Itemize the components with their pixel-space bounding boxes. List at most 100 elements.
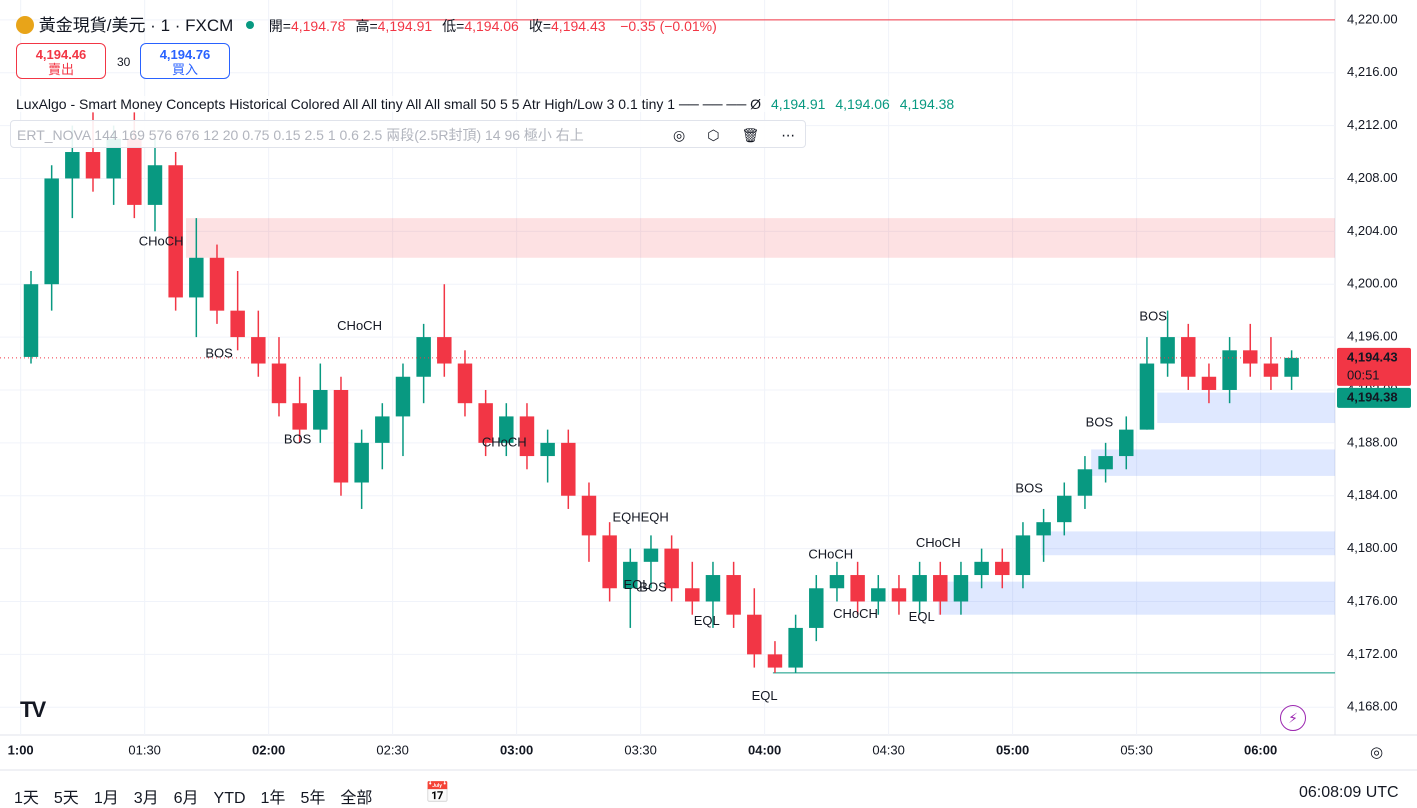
indicator-price-tag <box>1337 387 1411 408</box>
zone <box>938 581 1335 615</box>
smc-label: EQL <box>694 613 720 628</box>
candle-body <box>292 403 307 430</box>
indicator-text: ERT_NOVA 144 169 576 676 12 20 0.75 0.15… <box>17 127 584 143</box>
zone <box>1157 392 1335 424</box>
range-button[interactable]: 1月 <box>93 790 119 807</box>
candle-body <box>788 627 803 668</box>
indicator-actions[interactable]: ◎⬡🗑⋯ <box>673 127 818 143</box>
candle-body <box>395 376 411 417</box>
candle-body <box>974 561 989 576</box>
candle-body <box>871 588 886 602</box>
candle-body <box>416 337 431 377</box>
range-button[interactable]: 1年 <box>260 790 286 807</box>
indicator-legend-hidden[interactable]: ERT_NOVA 144 169 576 676 12 20 0.75 0.15… <box>10 120 806 148</box>
candle-body <box>478 403 493 443</box>
buy-price: 4,194.76 <box>159 47 211 62</box>
alert-icon[interactable]: ⚡ <box>1280 705 1306 731</box>
candle-body <box>850 575 865 602</box>
buy-label: 買入 <box>171 62 198 77</box>
candle-body <box>912 575 927 602</box>
candle-body <box>519 416 535 457</box>
x-tick-label: 01:30 <box>128 742 161 757</box>
x-tick-label: 1:00 <box>8 742 34 757</box>
ohlc-value: 4,194.91 <box>377 18 433 34</box>
candle-body <box>953 575 969 602</box>
x-tick-label: 03:30 <box>624 742 657 757</box>
y-tick-label: 4,200.00 <box>1347 276 1398 291</box>
sell-label: 賣出 <box>47 62 74 77</box>
smc-label: CHoCH <box>337 318 382 333</box>
ohlc-value: 4,194.43 <box>551 18 606 34</box>
range-button[interactable]: 1天 <box>14 790 39 807</box>
zone <box>1041 531 1335 556</box>
smc-label: CHoCH <box>808 547 853 562</box>
x-tick-label: 04:00 <box>748 742 781 757</box>
candle-body <box>995 561 1010 576</box>
range-bar: 1天 5天 1月 3月 6月 YTD 1年 5年 全部 <box>14 784 372 808</box>
y-tick-label: 4,212.00 <box>1347 117 1398 132</box>
candle-body <box>561 442 576 496</box>
ohlc-label: 高= <box>355 18 378 34</box>
candle-body <box>1098 456 1113 470</box>
range-button[interactable]: 全部 <box>340 790 373 807</box>
candle-body <box>1201 376 1217 390</box>
indicator-value: 4,194.06 <box>835 96 890 112</box>
indicator-value: 4,194.91 <box>770 96 826 112</box>
ohlc-value: 4,194.78 <box>290 18 346 34</box>
candle-body <box>581 495 597 536</box>
clock: 06:08:09 UTC <box>1299 784 1399 801</box>
indicator-legend: LuxAlgo - Smart Money Concepts Historica… <box>16 96 955 112</box>
symbol-icon <box>16 16 34 34</box>
candle-body <box>643 548 659 562</box>
candle-body <box>891 588 907 602</box>
candle-body <box>313 389 328 430</box>
candle-body <box>437 337 452 364</box>
candle-body <box>1036 522 1051 536</box>
smc-label: BOS <box>1086 414 1114 429</box>
x-tick-label: 02:00 <box>252 742 285 757</box>
candle-body <box>106 138 121 179</box>
candle-body <box>602 535 617 589</box>
candle-body <box>1139 363 1155 430</box>
candle-body <box>726 575 741 615</box>
range-button[interactable]: YTD <box>213 790 246 807</box>
candle-body <box>44 178 59 285</box>
candle-body <box>1243 350 1258 364</box>
range-button[interactable]: 5年 <box>300 790 326 807</box>
y-tick-label: 4,184.00 <box>1347 487 1398 502</box>
candle-body <box>933 575 948 602</box>
smc-label: EQHEQH <box>612 510 668 525</box>
ohlc-label: 低= <box>442 18 465 34</box>
range-button[interactable]: 3月 <box>133 790 159 807</box>
sell-button[interactable]: 4,194.46 賣出 <box>16 43 106 79</box>
candle-body <box>65 152 80 179</box>
candle-body <box>499 416 514 443</box>
candle-body <box>209 257 225 311</box>
date-range-icon[interactable]: 📅 <box>425 782 450 804</box>
candle-body <box>230 310 245 338</box>
spread: 30 <box>117 55 131 69</box>
candle-body <box>685 588 700 602</box>
symbol-row: 黃金現貨/美元 · 1 · FXCM 開=4,194.78 高=4,194.91 低… <box>16 11 717 36</box>
buy-button[interactable]: 4,194.76 買入 <box>140 43 230 79</box>
settings-icon[interactable]: ◎ <box>1370 744 1384 761</box>
candle-body <box>705 575 721 602</box>
candle-body <box>375 416 390 443</box>
smc-label: CHoCH <box>482 434 527 449</box>
candle-body <box>1181 337 1196 377</box>
y-tick-label: 4,188.00 <box>1347 434 1398 449</box>
range-button[interactable]: 6月 <box>173 790 199 807</box>
change: −0.35 (−0.01%) <box>620 18 717 34</box>
range-button[interactable]: 5天 <box>53 790 79 807</box>
y-tick-label: 4,172.00 <box>1347 646 1398 661</box>
candle-body <box>1263 363 1279 377</box>
candle-body <box>809 588 824 628</box>
sell-price: 4,194.46 <box>35 47 87 62</box>
candle-body <box>271 363 287 404</box>
candle-body <box>23 284 39 357</box>
smc-label: CHoCH <box>139 233 184 248</box>
candle-body <box>664 548 679 589</box>
candle-body <box>127 138 142 205</box>
